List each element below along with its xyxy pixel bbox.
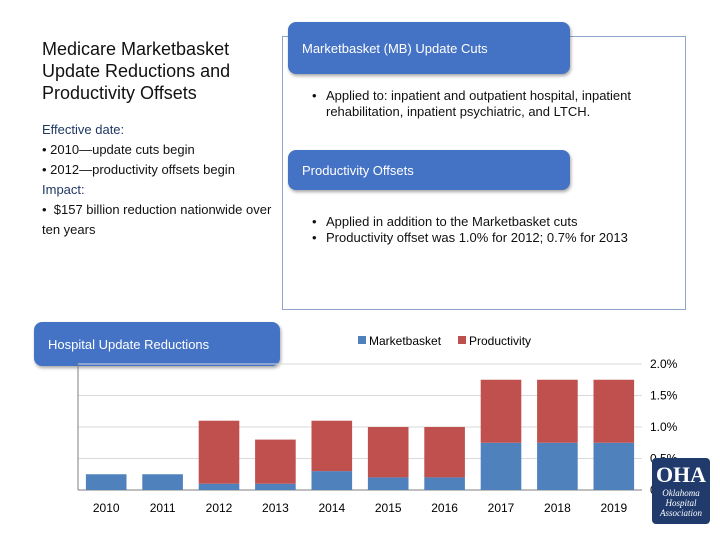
- bar-productivity-2013: [255, 439, 296, 484]
- x-tick-label: 2018: [544, 501, 571, 515]
- impact-label: Impact:: [42, 182, 85, 197]
- logo-line-1: Oklahoma: [662, 488, 700, 498]
- bar-marketbasket-2019: [593, 442, 635, 490]
- bar-marketbasket-2016: [424, 477, 465, 490]
- bar-marketbasket-2012: [198, 483, 240, 490]
- bullet-dot-icon: •: [312, 230, 317, 245]
- x-tick-label: 2015: [375, 501, 402, 515]
- bullet-dot-icon: •: [312, 214, 317, 229]
- oha-logo: OHA Oklahoma Hospital Association: [652, 458, 710, 524]
- marketbasket-bullet: • Applied to: inpatient and outpatient h…: [312, 88, 642, 120]
- productivity-bullet-2: • Productivity offset was 1.0% for 2012;…: [312, 230, 652, 246]
- left-details: Effective date: • 2010—update cuts begin…: [42, 120, 282, 240]
- productivity-bullet-text-1: Applied in addition to the Marketbasket …: [326, 214, 578, 229]
- x-tick-label: 2011: [150, 501, 176, 515]
- x-tick-label: 2017: [488, 501, 515, 515]
- x-tick-label: 2012: [206, 501, 233, 515]
- x-tick-label: 2019: [600, 501, 627, 515]
- bar-productivity-2015: [367, 427, 409, 478]
- bar-marketbasket-2010: [85, 474, 127, 490]
- chart-title: Hospital Update Reductions: [48, 336, 210, 352]
- bullet-dot-icon: •: [312, 88, 317, 103]
- bar-marketbasket-2013: [255, 483, 296, 490]
- productivity-bullet-text-2: Productivity offset was 1.0% for 2012; 0…: [326, 230, 628, 245]
- effective-item-2: • 2012—productivity offsets begin: [42, 162, 235, 177]
- productivity-bullet-1: • Applied in addition to the Marketbaske…: [312, 214, 652, 230]
- legend-label-productivity: Productivity: [469, 334, 531, 348]
- bar-productivity-2014: [311, 420, 353, 472]
- chart-title-tab: Hospital Update Reductions: [34, 322, 280, 366]
- x-tick-label: 2014: [318, 501, 345, 515]
- productivity-tab: Productivity Offsets: [288, 150, 570, 190]
- productivity-tab-title: Productivity Offsets: [302, 162, 414, 178]
- marketbasket-tab-title: Marketbasket (MB) Update Cuts: [302, 40, 488, 56]
- bar-marketbasket-2015: [367, 477, 409, 490]
- x-tick-label: 2010: [93, 501, 120, 515]
- y-tick-label: 1.0%: [650, 420, 678, 434]
- bar-productivity-2019: [593, 379, 635, 443]
- slide-title: Medicare Marketbasket Update Reductions …: [42, 39, 231, 103]
- logo-mark: OHA: [655, 462, 707, 487]
- bar-marketbasket-2018: [537, 442, 578, 490]
- logo-line-3: Association: [660, 508, 702, 518]
- logo-line-2: Hospital: [665, 498, 697, 508]
- bar-marketbasket-2017: [480, 442, 522, 490]
- bar-productivity-2012: [198, 420, 240, 484]
- y-tick-label: 2.0%: [650, 357, 678, 371]
- bar-marketbasket-2014: [311, 471, 353, 490]
- marketbasket-tab: Marketbasket (MB) Update Cuts: [288, 22, 570, 74]
- x-tick-label: 2013: [262, 501, 289, 515]
- impact-item: • $157 billion reduction nationwide over…: [42, 202, 275, 237]
- x-tick-label: 2016: [431, 501, 458, 515]
- bar-productivity-2017: [480, 379, 522, 443]
- bar-productivity-2018: [537, 379, 578, 443]
- bar-productivity-2016: [424, 427, 465, 478]
- effective-label: Effective date:: [42, 122, 125, 137]
- marketbasket-bullet-text: Applied to: inpatient and outpatient hos…: [326, 88, 632, 119]
- productivity-bullets: • Applied in addition to the Marketbaske…: [312, 214, 652, 246]
- marketbasket-bullets: • Applied to: inpatient and outpatient h…: [312, 88, 642, 120]
- bar-marketbasket-2011: [142, 474, 183, 490]
- legend-label-marketbasket: Marketbasket: [369, 334, 442, 348]
- y-tick-label: 1.5%: [650, 389, 678, 403]
- legend-swatch-productivity: [458, 336, 466, 344]
- effective-item-1: • 2010—update cuts begin: [42, 142, 195, 157]
- legend-swatch-marketbasket: [358, 336, 366, 344]
